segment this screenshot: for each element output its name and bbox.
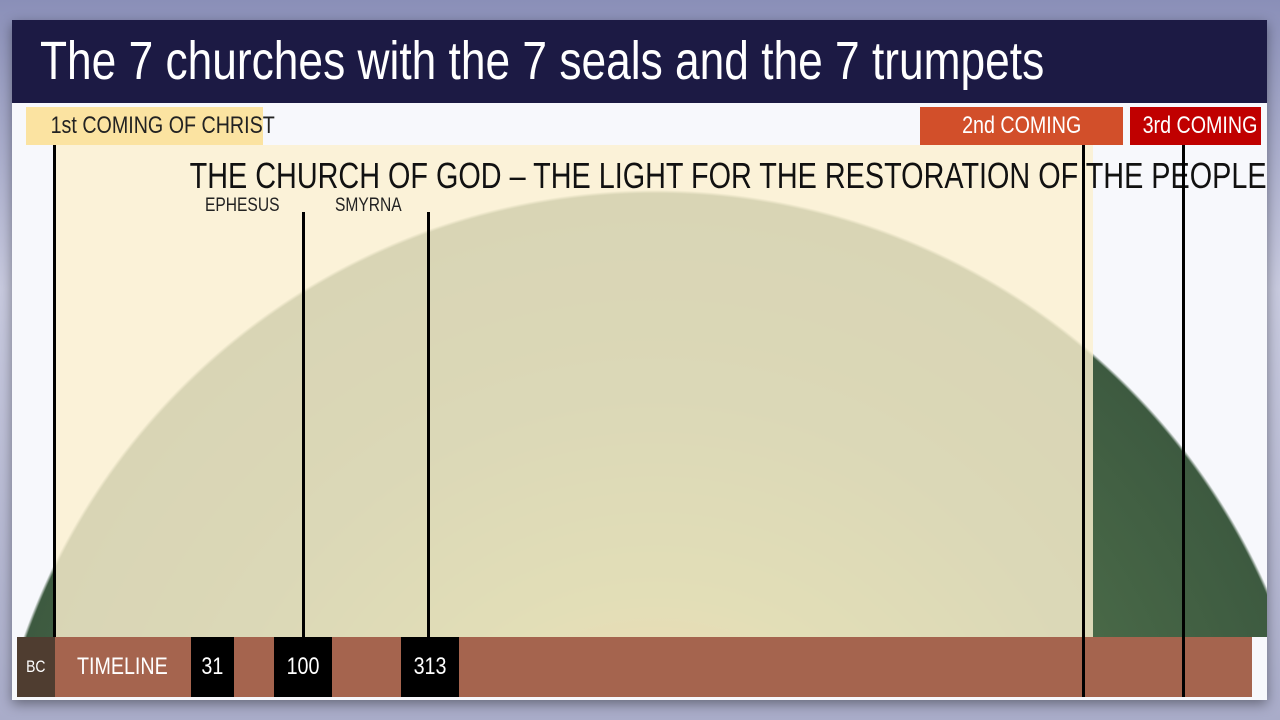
timeline-label: TIMELINE [76,653,168,680]
year-31: 31 [191,637,234,697]
slide: The 7 churches with the 7 seals and the … [12,20,1267,700]
title-bar: The 7 churches with the 7 seals and the … [12,20,1267,103]
panel-heading: THE CHURCH OF GOD – THE LIGHT FOR THE RE… [189,155,1267,196]
year-313: 313 [401,637,459,697]
third-coming-line [1182,145,1185,697]
second-coming-label: 2nd COMING [920,107,1123,145]
third-coming-label: 3rd COMING [1130,107,1261,145]
church-smyrna: SMYRNA [335,195,402,216]
second-coming-line [1082,145,1085,697]
timeline-bar [55,637,1252,697]
era-bc: BC [17,637,55,697]
church-ephesus: EPHESUS [205,195,280,216]
first-coming-line [53,145,56,697]
ephesus-line [302,212,305,637]
first-coming-label: 1st COMING OF CHRIST [26,107,275,145]
slide-title: The 7 churches with the 7 seals and the … [40,31,1045,91]
smyrna-line [427,212,430,637]
church-panel [55,145,1093,637]
year-100: 100 [274,637,332,697]
